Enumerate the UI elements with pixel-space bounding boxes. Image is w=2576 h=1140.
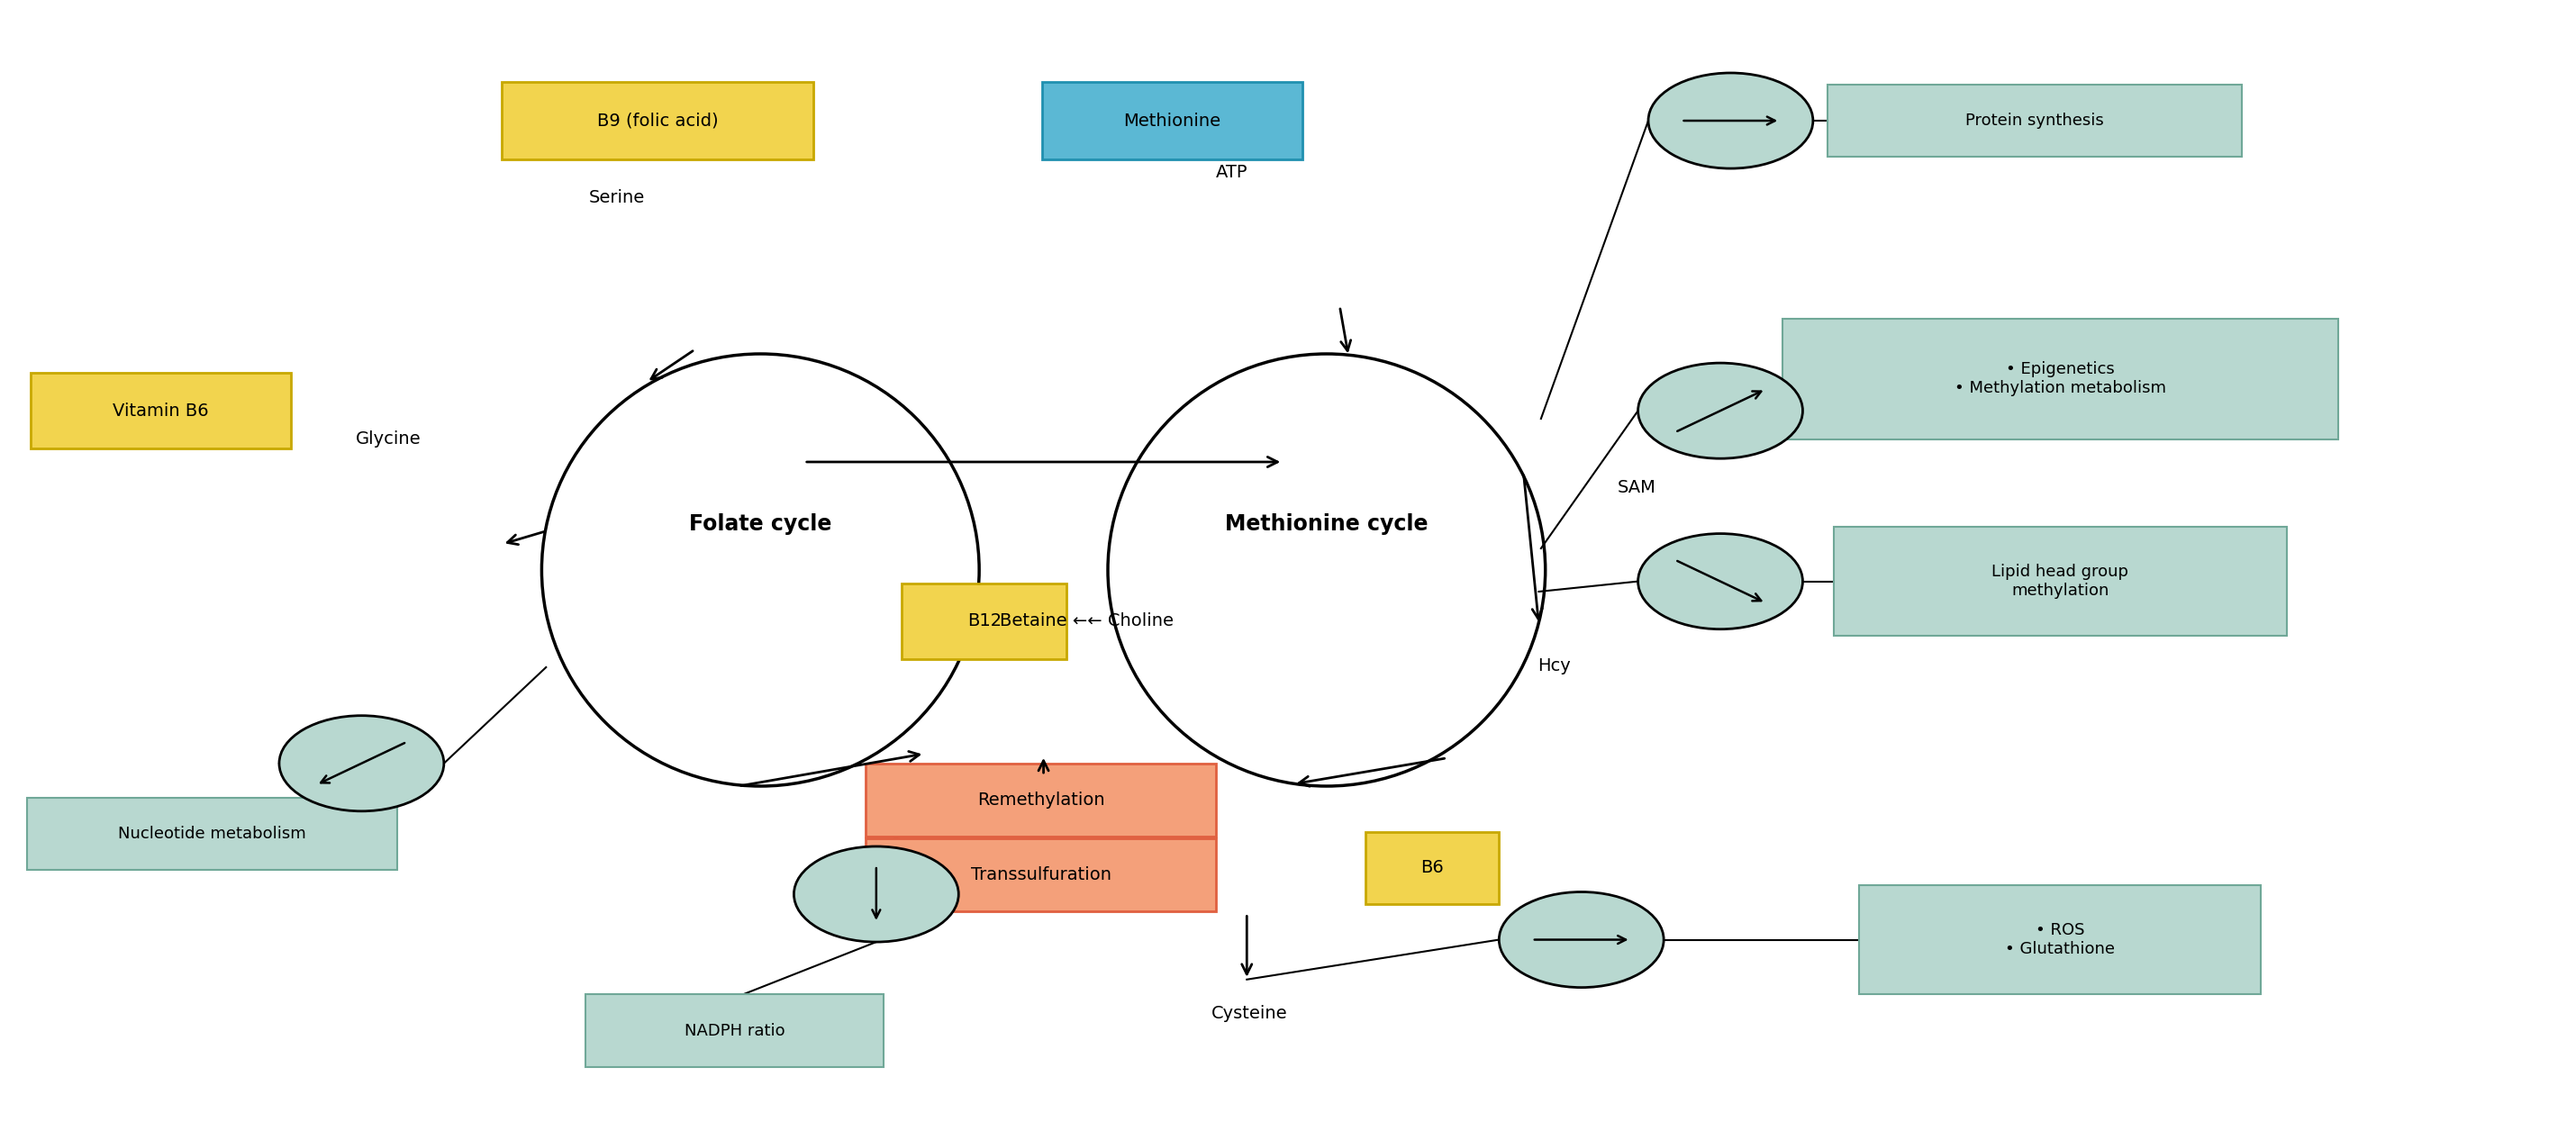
Text: ATP: ATP bbox=[1216, 164, 1247, 181]
Text: B6: B6 bbox=[1419, 860, 1443, 877]
FancyBboxPatch shape bbox=[1826, 84, 2241, 157]
FancyBboxPatch shape bbox=[26, 798, 397, 870]
FancyBboxPatch shape bbox=[585, 994, 884, 1067]
FancyBboxPatch shape bbox=[1365, 831, 1499, 904]
Text: SAM: SAM bbox=[1618, 479, 1656, 496]
Text: Methionine cycle: Methionine cycle bbox=[1226, 514, 1427, 536]
Text: • ROS
• Glutathione: • ROS • Glutathione bbox=[2004, 922, 2115, 958]
FancyBboxPatch shape bbox=[502, 82, 814, 160]
FancyBboxPatch shape bbox=[1043, 82, 1301, 160]
Ellipse shape bbox=[1499, 891, 1664, 987]
Text: Folate cycle: Folate cycle bbox=[690, 514, 832, 536]
Text: Hcy: Hcy bbox=[1538, 658, 1571, 675]
FancyBboxPatch shape bbox=[1834, 527, 2287, 636]
FancyBboxPatch shape bbox=[1860, 885, 2262, 994]
Text: Vitamin B6: Vitamin B6 bbox=[113, 402, 209, 420]
Text: Remethylation: Remethylation bbox=[976, 791, 1105, 808]
Ellipse shape bbox=[793, 846, 958, 942]
Ellipse shape bbox=[1638, 534, 1803, 629]
Text: Protein synthesis: Protein synthesis bbox=[1965, 113, 2105, 129]
Text: B12: B12 bbox=[966, 612, 1002, 629]
Text: Glycine: Glycine bbox=[355, 430, 420, 447]
Text: Cysteine: Cysteine bbox=[1211, 1004, 1288, 1021]
FancyBboxPatch shape bbox=[866, 838, 1216, 911]
Ellipse shape bbox=[1649, 73, 1814, 169]
Text: Nucleotide metabolism: Nucleotide metabolism bbox=[118, 825, 307, 842]
FancyBboxPatch shape bbox=[866, 764, 1216, 836]
Text: Serine: Serine bbox=[587, 189, 644, 206]
Text: Transsulfuration: Transsulfuration bbox=[971, 866, 1110, 884]
Text: • Epigenetics
• Methylation metabolism: • Epigenetics • Methylation metabolism bbox=[1955, 361, 2166, 397]
Ellipse shape bbox=[1638, 363, 1803, 458]
Text: Methionine: Methionine bbox=[1123, 112, 1221, 129]
Text: NADPH ratio: NADPH ratio bbox=[685, 1023, 786, 1039]
FancyBboxPatch shape bbox=[31, 373, 291, 448]
FancyBboxPatch shape bbox=[1783, 318, 2339, 439]
FancyBboxPatch shape bbox=[902, 584, 1066, 659]
Ellipse shape bbox=[278, 716, 443, 812]
Text: B9 (folic acid): B9 (folic acid) bbox=[598, 112, 719, 129]
Text: Lipid head group
methylation: Lipid head group methylation bbox=[1991, 564, 2128, 598]
Text: Betaine ←← Choline: Betaine ←← Choline bbox=[999, 612, 1175, 629]
